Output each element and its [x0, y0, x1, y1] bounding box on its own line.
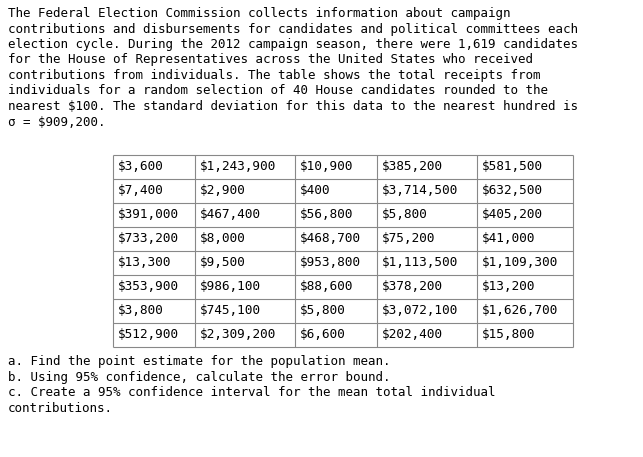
- Text: $745,100: $745,100: [200, 304, 261, 318]
- Text: $2,309,200: $2,309,200: [200, 329, 276, 341]
- Text: $13,300: $13,300: [118, 256, 172, 270]
- Text: $512,900: $512,900: [118, 329, 179, 341]
- Text: election cycle. During the 2012 campaign season, there were 1,619 candidates: election cycle. During the 2012 campaign…: [8, 38, 578, 51]
- Text: $41,000: $41,000: [482, 233, 536, 245]
- Text: $3,714,500: $3,714,500: [382, 185, 458, 197]
- Text: $2,900: $2,900: [200, 185, 246, 197]
- Text: $405,200: $405,200: [482, 208, 543, 222]
- Text: $953,800: $953,800: [300, 256, 361, 270]
- Text: $986,100: $986,100: [200, 281, 261, 293]
- Text: $632,500: $632,500: [482, 185, 543, 197]
- Text: b. Using 95% confidence, calculate the error bound.: b. Using 95% confidence, calculate the e…: [8, 371, 390, 383]
- Text: $8,000: $8,000: [200, 233, 246, 245]
- Text: a. Find the point estimate for the population mean.: a. Find the point estimate for the popul…: [8, 355, 390, 368]
- Text: $9,500: $9,500: [200, 256, 246, 270]
- Text: $15,800: $15,800: [482, 329, 536, 341]
- Text: $10,900: $10,900: [300, 160, 354, 174]
- Text: nearest $100. The standard deviation for this data to the nearest hundred is: nearest $100. The standard deviation for…: [8, 100, 578, 113]
- Text: $88,600: $88,600: [300, 281, 354, 293]
- Text: The Federal Election Commission collects information about campaign: The Federal Election Commission collects…: [8, 7, 511, 20]
- Text: $733,200: $733,200: [118, 233, 179, 245]
- Text: σ = $909,200.: σ = $909,200.: [8, 116, 105, 128]
- Text: contributions and disbursements for candidates and political committees each: contributions and disbursements for cand…: [8, 22, 578, 36]
- Text: $1,243,900: $1,243,900: [200, 160, 276, 174]
- Text: $6,600: $6,600: [300, 329, 346, 341]
- Text: $5,800: $5,800: [300, 304, 346, 318]
- Text: $1,113,500: $1,113,500: [382, 256, 458, 270]
- Text: $581,500: $581,500: [482, 160, 543, 174]
- Text: $5,800: $5,800: [382, 208, 428, 222]
- Text: for the House of Representatives across the United States who received: for the House of Representatives across …: [8, 53, 533, 67]
- Text: $353,900: $353,900: [118, 281, 179, 293]
- Text: $467,400: $467,400: [200, 208, 261, 222]
- Text: $3,072,100: $3,072,100: [382, 304, 458, 318]
- Text: $400: $400: [300, 185, 331, 197]
- Text: $3,600: $3,600: [118, 160, 164, 174]
- Text: $56,800: $56,800: [300, 208, 354, 222]
- Text: $202,400: $202,400: [382, 329, 443, 341]
- Text: $391,000: $391,000: [118, 208, 179, 222]
- Text: c. Create a 95% confidence interval for the mean total individual: c. Create a 95% confidence interval for …: [8, 386, 496, 399]
- Text: $385,200: $385,200: [382, 160, 443, 174]
- Text: $468,700: $468,700: [300, 233, 361, 245]
- Text: contributions.: contributions.: [8, 402, 113, 414]
- Text: $1,109,300: $1,109,300: [482, 256, 558, 270]
- Text: $378,200: $378,200: [382, 281, 443, 293]
- Text: $75,200: $75,200: [382, 233, 435, 245]
- Text: $7,400: $7,400: [118, 185, 164, 197]
- Text: contributions from individuals. The table shows the total receipts from: contributions from individuals. The tabl…: [8, 69, 541, 82]
- Text: individuals for a random selection of 40 House candidates rounded to the: individuals for a random selection of 40…: [8, 85, 548, 97]
- Text: $1,626,700: $1,626,700: [482, 304, 558, 318]
- Text: $3,800: $3,800: [118, 304, 164, 318]
- Text: $13,200: $13,200: [482, 281, 536, 293]
